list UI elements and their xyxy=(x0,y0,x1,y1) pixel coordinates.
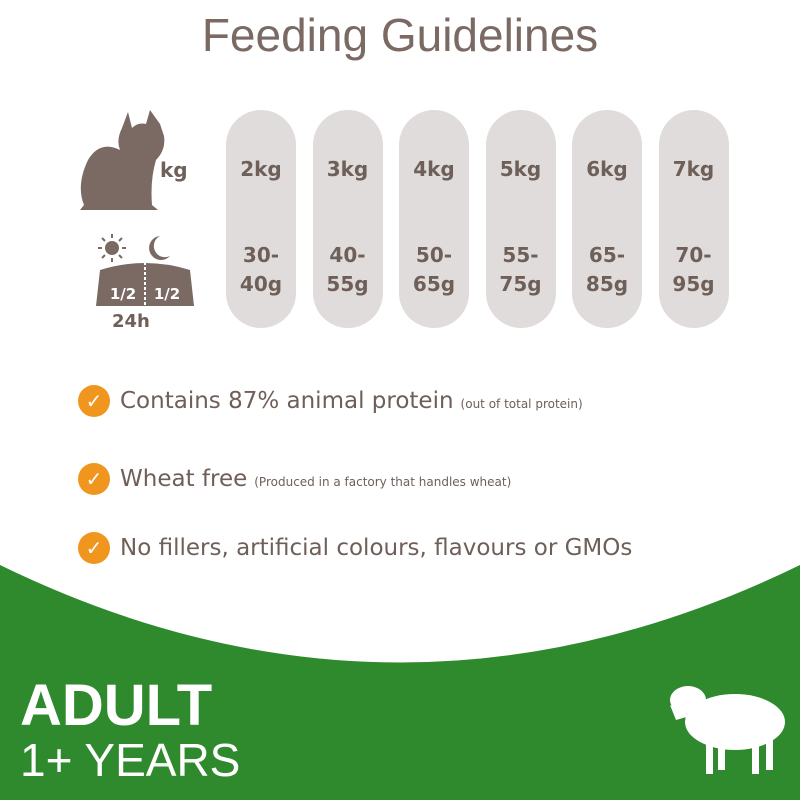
column-pill xyxy=(485,110,556,328)
column-amount: 40- xyxy=(329,243,366,267)
footer-band xyxy=(0,565,800,800)
column-pill xyxy=(658,110,729,328)
column-amount: 55g xyxy=(326,272,369,296)
column-amount: 85g xyxy=(585,272,629,296)
column-amount: 40g xyxy=(239,272,283,296)
feature-text: Wheat free xyxy=(120,466,248,492)
check-icon: ✓ xyxy=(78,532,110,564)
sun-icon xyxy=(105,241,119,255)
column-pill xyxy=(399,110,469,328)
column-amount: 55- xyxy=(502,243,539,267)
feature-row: ✓ Contains 87% animal protein (out of tota… xyxy=(78,384,583,418)
column-weight: 5kg xyxy=(499,157,542,181)
feature-note: (out of total protein) xyxy=(460,397,583,411)
column-amount: 30- xyxy=(242,243,280,267)
column-weight: 2kg xyxy=(240,157,282,181)
column-amount: 50- xyxy=(415,243,453,267)
sun-rays xyxy=(98,234,126,262)
cat-icon xyxy=(80,110,165,210)
column-amount: 65- xyxy=(588,243,626,267)
column-amount: 65g xyxy=(412,272,456,296)
column-weight: 3kg xyxy=(326,157,369,181)
footer-line1: ADULT xyxy=(20,673,213,738)
moon-icon xyxy=(149,236,170,260)
check-icon: ✓ xyxy=(78,385,110,417)
column-amount: 95g xyxy=(672,272,715,296)
bowl-right: 1/2 xyxy=(153,285,181,303)
column-weight: 6kg xyxy=(586,157,628,181)
column-pill xyxy=(312,110,383,328)
weight-label: kg xyxy=(160,158,188,182)
column-pill xyxy=(226,110,296,328)
column-weight: 7kg xyxy=(672,157,715,181)
feature-row: ✓ No fillers, artificial colours, flavour… xyxy=(78,531,632,565)
sheep-icon xyxy=(670,686,785,774)
bowl-period: 24h xyxy=(112,311,150,332)
column-amount: 70- xyxy=(675,243,712,267)
feature-row: ✓ Wheat free (Produced in a factory that h… xyxy=(78,462,511,496)
check-icon: ✓ xyxy=(78,463,110,495)
column-weight: 4kg xyxy=(413,157,455,181)
feature-text: Contains 87% animal protein xyxy=(120,388,454,414)
title: Feeding Guidelines xyxy=(201,9,599,61)
bowl-halves: 1/2 1/2 xyxy=(101,285,189,303)
feature-note: (Produced in a factory that handles whea… xyxy=(254,475,512,489)
feature-text: No fillers, artificial colours, flavours… xyxy=(120,535,633,561)
bowl-left: 1/2 xyxy=(109,285,137,303)
footer-line2: 1+ YEARS xyxy=(20,734,241,786)
column-pill xyxy=(572,110,642,328)
column-amount: 75g xyxy=(499,272,542,296)
